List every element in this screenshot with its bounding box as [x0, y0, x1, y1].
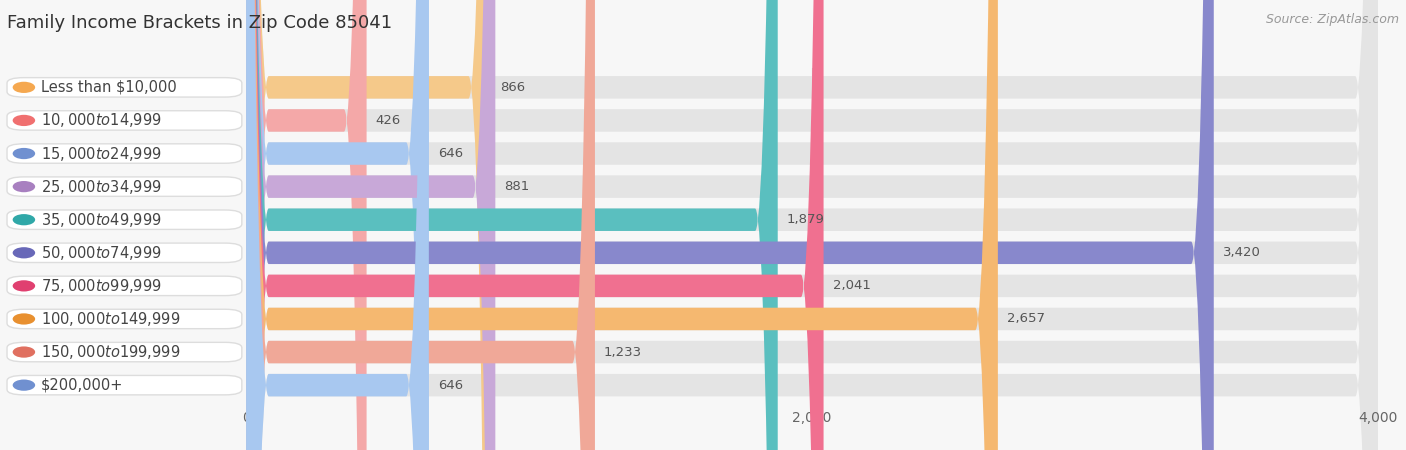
FancyBboxPatch shape: [246, 0, 1378, 450]
Text: 881: 881: [505, 180, 530, 193]
FancyBboxPatch shape: [246, 0, 824, 450]
Text: Family Income Brackets in Zip Code 85041: Family Income Brackets in Zip Code 85041: [7, 14, 392, 32]
FancyBboxPatch shape: [246, 0, 1378, 450]
Text: $100,000 to $149,999: $100,000 to $149,999: [41, 310, 180, 328]
Text: $50,000 to $74,999: $50,000 to $74,999: [41, 244, 162, 262]
Text: $200,000+: $200,000+: [41, 378, 124, 393]
FancyBboxPatch shape: [246, 0, 429, 450]
FancyBboxPatch shape: [246, 0, 595, 450]
Text: Source: ZipAtlas.com: Source: ZipAtlas.com: [1265, 14, 1399, 27]
Text: 646: 646: [437, 378, 463, 392]
Text: $150,000 to $199,999: $150,000 to $199,999: [41, 343, 180, 361]
FancyBboxPatch shape: [246, 0, 998, 450]
Text: 2,657: 2,657: [1007, 312, 1045, 325]
Text: 2,041: 2,041: [832, 279, 870, 292]
Text: $75,000 to $99,999: $75,000 to $99,999: [41, 277, 162, 295]
Text: $25,000 to $34,999: $25,000 to $34,999: [41, 178, 162, 196]
FancyBboxPatch shape: [246, 0, 1378, 450]
Text: 1,233: 1,233: [605, 346, 643, 359]
Text: 646: 646: [437, 147, 463, 160]
FancyBboxPatch shape: [246, 0, 367, 450]
FancyBboxPatch shape: [246, 0, 1213, 450]
FancyBboxPatch shape: [246, 0, 1378, 450]
FancyBboxPatch shape: [246, 0, 1378, 450]
Text: 426: 426: [375, 114, 401, 127]
FancyBboxPatch shape: [246, 0, 429, 450]
Text: Less than $10,000: Less than $10,000: [41, 80, 177, 95]
Text: $35,000 to $49,999: $35,000 to $49,999: [41, 211, 162, 229]
FancyBboxPatch shape: [246, 0, 495, 450]
FancyBboxPatch shape: [246, 0, 1378, 450]
FancyBboxPatch shape: [246, 0, 1378, 450]
Text: 1,879: 1,879: [787, 213, 825, 226]
FancyBboxPatch shape: [246, 0, 1378, 450]
FancyBboxPatch shape: [246, 0, 1378, 450]
FancyBboxPatch shape: [246, 0, 778, 450]
FancyBboxPatch shape: [246, 0, 491, 450]
FancyBboxPatch shape: [246, 0, 1378, 450]
Text: 3,420: 3,420: [1223, 246, 1261, 259]
Text: 866: 866: [501, 81, 526, 94]
Text: $15,000 to $24,999: $15,000 to $24,999: [41, 144, 162, 162]
Text: $10,000 to $14,999: $10,000 to $14,999: [41, 112, 162, 130]
